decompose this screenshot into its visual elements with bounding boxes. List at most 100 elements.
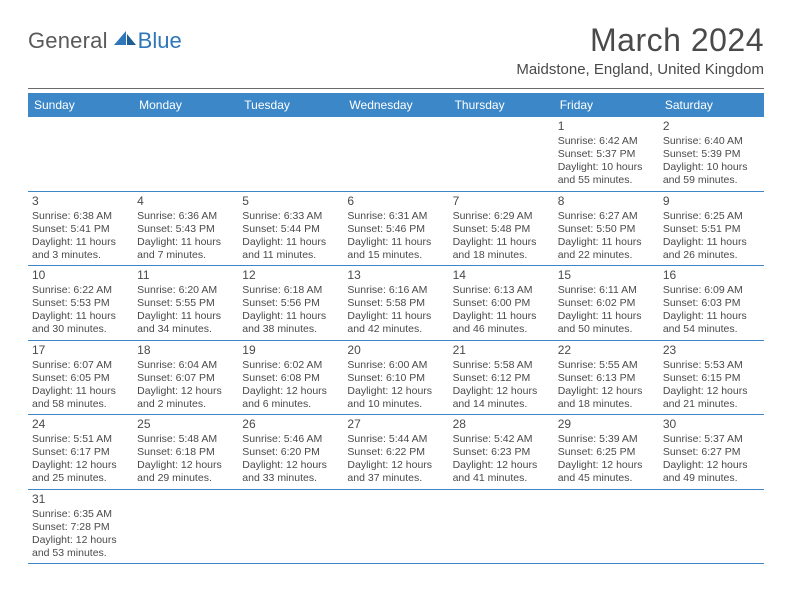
day-cell: 14Sunrise: 6:13 AMSunset: 6:00 PMDayligh… [449, 266, 554, 340]
day-number: 5 [242, 194, 339, 209]
day-number: 27 [347, 417, 444, 432]
daylight-line: Daylight: 12 hours and 29 minutes. [137, 459, 234, 485]
day-number: 31 [32, 492, 129, 507]
day-cell: 12Sunrise: 6:18 AMSunset: 5:56 PMDayligh… [238, 266, 343, 340]
empty-cell [659, 490, 764, 564]
day-cell: 28Sunrise: 5:42 AMSunset: 6:23 PMDayligh… [449, 415, 554, 489]
sunrise-line: Sunrise: 6:25 AM [663, 210, 760, 223]
sunrise-line: Sunrise: 5:42 AM [453, 433, 550, 446]
day-number: 24 [32, 417, 129, 432]
day-header: Wednesday [343, 93, 448, 117]
sunset-line: Sunset: 6:00 PM [453, 297, 550, 310]
daylight-line: Daylight: 11 hours and 50 minutes. [558, 310, 655, 336]
sunrise-line: Sunrise: 5:53 AM [663, 359, 760, 372]
sunrise-line: Sunrise: 6:11 AM [558, 284, 655, 297]
day-header: Friday [554, 93, 659, 117]
empty-cell [133, 117, 238, 191]
sunrise-line: Sunrise: 6:42 AM [558, 135, 655, 148]
week-row: 10Sunrise: 6:22 AMSunset: 5:53 PMDayligh… [28, 266, 764, 341]
sunset-line: Sunset: 7:28 PM [32, 521, 129, 534]
sunrise-line: Sunrise: 6:13 AM [453, 284, 550, 297]
sunset-line: Sunset: 6:20 PM [242, 446, 339, 459]
sunset-line: Sunset: 6:18 PM [137, 446, 234, 459]
sunset-line: Sunset: 6:02 PM [558, 297, 655, 310]
day-cell: 20Sunrise: 6:00 AMSunset: 6:10 PMDayligh… [343, 341, 448, 415]
sunset-line: Sunset: 6:08 PM [242, 372, 339, 385]
daylight-line: Daylight: 12 hours and 10 minutes. [347, 385, 444, 411]
sunrise-line: Sunrise: 6:20 AM [137, 284, 234, 297]
sunrise-line: Sunrise: 6:29 AM [453, 210, 550, 223]
sunrise-line: Sunrise: 6:31 AM [347, 210, 444, 223]
day-cell: 24Sunrise: 5:51 AMSunset: 6:17 PMDayligh… [28, 415, 133, 489]
daylight-line: Daylight: 10 hours and 59 minutes. [663, 161, 760, 187]
day-header: Tuesday [238, 93, 343, 117]
day-cell: 5Sunrise: 6:33 AMSunset: 5:44 PMDaylight… [238, 192, 343, 266]
sunset-line: Sunset: 6:17 PM [32, 446, 129, 459]
day-header-row: Sunday Monday Tuesday Wednesday Thursday… [28, 93, 764, 117]
sunset-line: Sunset: 6:03 PM [663, 297, 760, 310]
day-cell: 15Sunrise: 6:11 AMSunset: 6:02 PMDayligh… [554, 266, 659, 340]
brand-text-2: Blue [138, 28, 182, 54]
sunrise-line: Sunrise: 6:04 AM [137, 359, 234, 372]
day-cell: 25Sunrise: 5:48 AMSunset: 6:18 PMDayligh… [133, 415, 238, 489]
sunrise-line: Sunrise: 5:44 AM [347, 433, 444, 446]
week-row: 24Sunrise: 5:51 AMSunset: 6:17 PMDayligh… [28, 415, 764, 490]
brand-text-1: General [28, 28, 108, 54]
calendar: Sunday Monday Tuesday Wednesday Thursday… [28, 93, 764, 564]
sunrise-line: Sunrise: 6:00 AM [347, 359, 444, 372]
day-cell: 8Sunrise: 6:27 AMSunset: 5:50 PMDaylight… [554, 192, 659, 266]
sunrise-line: Sunrise: 5:46 AM [242, 433, 339, 446]
day-cell: 10Sunrise: 6:22 AMSunset: 5:53 PMDayligh… [28, 266, 133, 340]
sunset-line: Sunset: 6:22 PM [347, 446, 444, 459]
sunset-line: Sunset: 5:44 PM [242, 223, 339, 236]
day-cell: 29Sunrise: 5:39 AMSunset: 6:25 PMDayligh… [554, 415, 659, 489]
daylight-line: Daylight: 11 hours and 46 minutes. [453, 310, 550, 336]
sunset-line: Sunset: 6:23 PM [453, 446, 550, 459]
day-number: 16 [663, 268, 760, 283]
sunrise-line: Sunrise: 6:27 AM [558, 210, 655, 223]
daylight-line: Daylight: 11 hours and 30 minutes. [32, 310, 129, 336]
empty-cell [238, 490, 343, 564]
day-number: 25 [137, 417, 234, 432]
sunset-line: Sunset: 6:15 PM [663, 372, 760, 385]
day-number: 28 [453, 417, 550, 432]
week-row: 3Sunrise: 6:38 AMSunset: 5:41 PMDaylight… [28, 192, 764, 267]
brand-logo: General Blue [28, 22, 182, 54]
daylight-line: Daylight: 12 hours and 37 minutes. [347, 459, 444, 485]
page-title: March 2024 [516, 22, 764, 59]
empty-cell [343, 490, 448, 564]
empty-cell [554, 490, 659, 564]
sunrise-line: Sunrise: 6:16 AM [347, 284, 444, 297]
day-number: 6 [347, 194, 444, 209]
day-number: 30 [663, 417, 760, 432]
day-cell: 23Sunrise: 5:53 AMSunset: 6:15 PMDayligh… [659, 341, 764, 415]
sunrise-line: Sunrise: 5:48 AM [137, 433, 234, 446]
daylight-line: Daylight: 12 hours and 6 minutes. [242, 385, 339, 411]
sunset-line: Sunset: 6:10 PM [347, 372, 444, 385]
day-number: 29 [558, 417, 655, 432]
day-number: 13 [347, 268, 444, 283]
title-block: March 2024 Maidstone, England, United Ki… [516, 22, 764, 78]
sunset-line: Sunset: 6:25 PM [558, 446, 655, 459]
sunset-line: Sunset: 5:48 PM [453, 223, 550, 236]
sunset-line: Sunset: 5:51 PM [663, 223, 760, 236]
sunset-line: Sunset: 6:13 PM [558, 372, 655, 385]
daylight-line: Daylight: 12 hours and 45 minutes. [558, 459, 655, 485]
day-number: 9 [663, 194, 760, 209]
sunset-line: Sunset: 6:12 PM [453, 372, 550, 385]
daylight-line: Daylight: 11 hours and 11 minutes. [242, 236, 339, 262]
sunset-line: Sunset: 5:58 PM [347, 297, 444, 310]
sunrise-line: Sunrise: 6:38 AM [32, 210, 129, 223]
day-cell: 26Sunrise: 5:46 AMSunset: 6:20 PMDayligh… [238, 415, 343, 489]
day-cell: 27Sunrise: 5:44 AMSunset: 6:22 PMDayligh… [343, 415, 448, 489]
day-number: 7 [453, 194, 550, 209]
week-row: 17Sunrise: 6:07 AMSunset: 6:05 PMDayligh… [28, 341, 764, 416]
day-number: 10 [32, 268, 129, 283]
empty-cell [449, 490, 554, 564]
day-cell: 31Sunrise: 6:35 AMSunset: 7:28 PMDayligh… [28, 490, 133, 564]
daylight-line: Daylight: 12 hours and 18 minutes. [558, 385, 655, 411]
sunset-line: Sunset: 5:39 PM [663, 148, 760, 161]
sunset-line: Sunset: 5:56 PM [242, 297, 339, 310]
day-header: Saturday [659, 93, 764, 117]
day-cell: 19Sunrise: 6:02 AMSunset: 6:08 PMDayligh… [238, 341, 343, 415]
